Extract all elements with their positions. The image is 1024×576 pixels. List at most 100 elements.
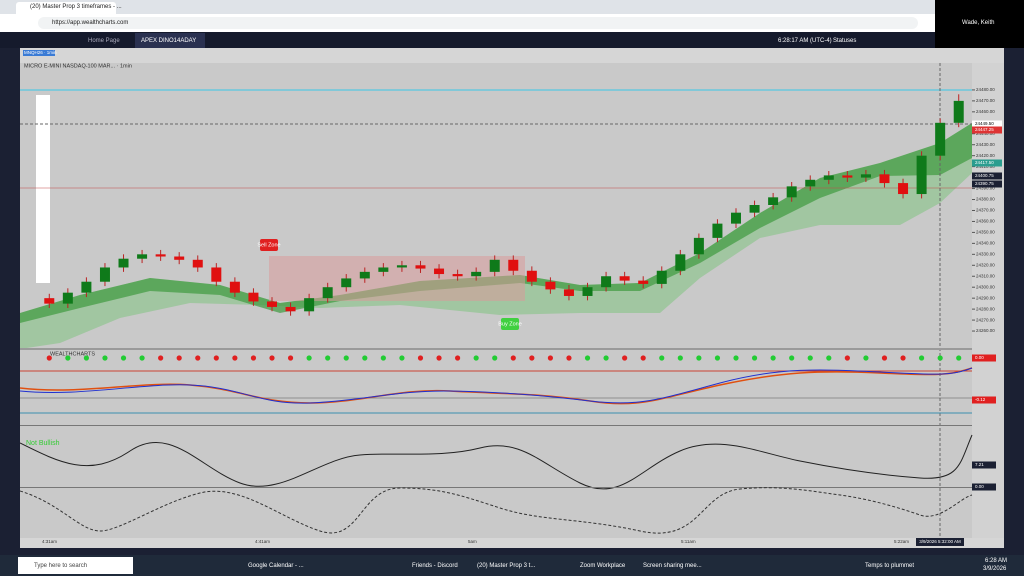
signal-dot [900,355,906,361]
candle-body [805,179,816,187]
signal-dot [770,355,776,361]
signal-dot [455,355,461,361]
y-tick-label: 24430.00 [976,142,995,147]
tray-time: 6:28 AM [985,558,1008,564]
price-tag-bg [972,159,1002,167]
status[interactable]: Statuses [833,38,857,44]
candle-body [155,254,166,257]
tab-bar [0,0,1024,14]
sell-zone [269,256,525,301]
y-tick-label: 24300.00 [976,284,995,289]
y-tick-label: 24360.00 [976,219,995,224]
candle-body [860,174,871,178]
taskbar-app[interactable]: Zoom Workplace [580,563,626,569]
candle-body [396,265,407,268]
candle-body [935,122,946,156]
signal-dot [584,355,591,361]
signal-dot [158,355,164,361]
candle-body [953,100,964,123]
candle-body [285,306,296,312]
url: https://app.wealthcharts.com [52,20,129,26]
x-tick-label: 5:11am [681,539,696,544]
sell-badge [260,239,278,251]
clock: 6:28:17 AM (UTC-4) [778,38,832,44]
candle-body [267,301,277,307]
symbol-tab[interactable]: MNQH26 · 1min [24,50,57,55]
candle-body [545,281,556,290]
signal-dot [436,355,442,361]
search-placeholder[interactable]: Type here to search [34,563,88,569]
candle-body [304,298,315,312]
signal-dot [399,355,405,361]
signal-dot [789,355,795,361]
signal-dot [751,355,758,361]
signal-dot [102,355,108,361]
panel-label: -0.12 [975,397,986,402]
candle-body [211,267,222,282]
signal-dot [603,355,609,361]
search-box[interactable] [18,557,133,574]
signal-dot [510,355,516,361]
candle-body [656,270,667,284]
taskbar-app[interactable]: (20) Master Prop 3 t... [477,563,536,569]
signal-dot [176,355,182,361]
signal-dot [362,355,368,361]
candle-body [99,267,110,282]
chart-area: Sell Zone Buy Zone MICRO E-MINI NASDAQ-1… [20,63,1004,548]
signal-dot [844,355,850,361]
signal-dot [659,355,665,361]
taskbar-app[interactable]: Google Calendar - ... [248,563,304,569]
signal-line [20,434,973,490]
price-tag: 24417.50 [975,160,994,165]
candle-body [118,258,129,268]
pane-divider [20,487,972,488]
address-bar[interactable] [38,17,918,29]
y-tick-label: 24330.00 [976,252,995,257]
candle-body [731,212,741,224]
signal-dot [65,355,71,361]
price-tag-bg [972,120,1002,128]
y-tick-label: 24310.00 [976,273,995,278]
y-tick-label: 24390.00 [976,186,995,191]
app-header [0,32,935,48]
y-tick-label: 24320.00 [976,262,995,267]
indicator-brand: WEALTHCHARTS [50,351,95,357]
app-tab[interactable]: Home Page [88,38,120,44]
cursor-time: 3/9/2026 5:32:00 AM [919,539,961,544]
symbol-tab-bg[interactable] [23,50,55,56]
signal-dot [863,355,869,361]
signal-dot [287,355,294,361]
y-tick-label: 24420.00 [976,153,995,158]
candle-body [898,183,909,195]
signal-dot [547,355,554,361]
signal-dot [343,355,349,361]
panel-label: 0.00 [975,355,984,360]
candle-body [137,254,148,259]
taskbar-app[interactable]: Screen sharing mee... [643,563,702,569]
signal-dot [919,355,925,361]
y-tick-label: 24340.00 [976,241,995,246]
candle-body [749,205,760,213]
candle-body [192,259,203,268]
weather[interactable]: Temps to plummet [865,563,915,569]
app-tab-active[interactable] [135,33,205,48]
price-tag: 24449.50 [975,121,994,126]
taskbar-app[interactable]: Friends - Discord [412,563,458,569]
candle-body [322,287,333,299]
candle-body [415,265,426,269]
app-tab[interactable]: APEX DINO14ADAY [141,38,197,44]
price-tag: 24447.25 [975,127,994,132]
time-axis [20,538,1004,548]
signal-dot [640,355,646,361]
price-tag: 24400.75 [975,173,994,178]
stoch-line [20,487,973,534]
drawing-tools[interactable] [36,95,50,283]
candle-body [434,268,445,275]
x-tick-label: 4:31am [42,539,57,544]
tab-title: (20) Master Prop 3 timeframes - ... [30,4,122,10]
browser-tab[interactable] [16,2,116,14]
candle-body [81,281,92,293]
candle-body [229,281,240,293]
signal-dot [492,355,498,361]
